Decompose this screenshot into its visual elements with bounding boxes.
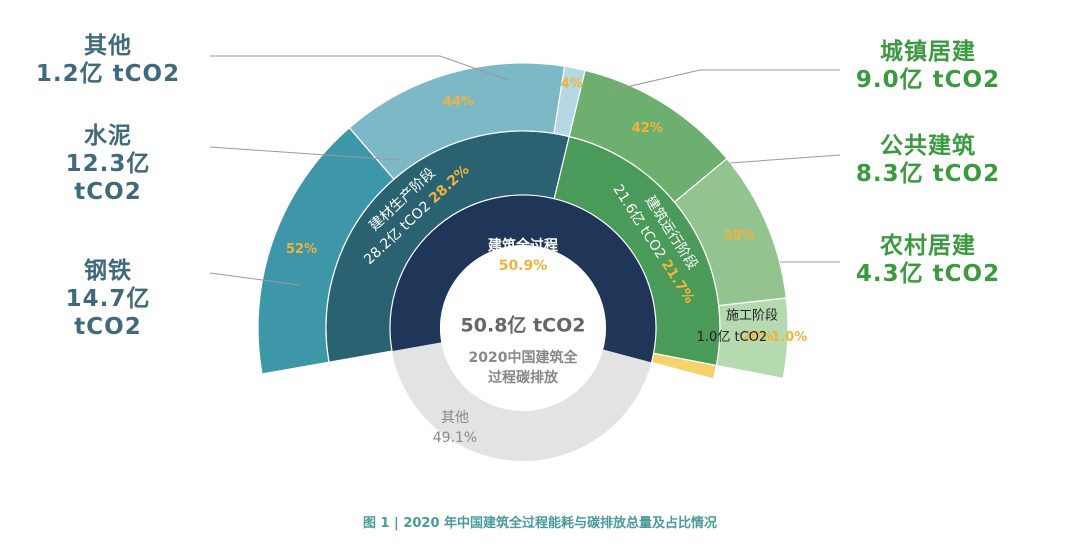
stage-segment-2 xyxy=(650,352,718,380)
inner-ring-other xyxy=(392,342,652,462)
category-share-label: 42% xyxy=(632,121,663,136)
other-segment-share: 49.1% xyxy=(433,430,477,446)
category-share-label: 20% xyxy=(742,330,773,345)
leader-line xyxy=(729,154,841,164)
leader-line xyxy=(604,69,840,93)
construction-stage-name: 施工阶段 xyxy=(726,309,778,324)
category-share-label: 38% xyxy=(724,228,755,243)
inner-segment-share: 50.9% xyxy=(499,258,548,274)
inner-segment-name: 建筑全过程 xyxy=(488,237,558,254)
category-share-label: 4% xyxy=(561,76,583,91)
label-other-materials: 其他 1.2亿 tCO2 xyxy=(35,33,181,87)
construction-stage-value: 1.0亿 tCO2 1.0% xyxy=(697,330,808,345)
inner-ring-construction xyxy=(390,195,656,363)
category-share-label: 52% xyxy=(286,242,317,257)
center-title-line1: 2020中国建筑全 xyxy=(469,349,579,366)
label-rural-residential: 农村居建 4.3亿 tCO2 xyxy=(855,233,1001,287)
other-segment-name: 其他 xyxy=(441,410,469,426)
figure-caption: 图 1 | 2020 年中国建筑全过程能耗与碳排放总量及占比情况 xyxy=(362,516,718,531)
center-hole xyxy=(440,245,606,411)
center-title-line2: 过程碳排放 xyxy=(488,369,559,386)
leader-line xyxy=(209,146,399,161)
category-segment xyxy=(715,297,789,380)
leader-line xyxy=(209,272,301,286)
label-cement: 水泥 12.3亿 tCO2 xyxy=(65,123,151,205)
label-urban-residential: 城镇居建 9.0亿 tCO2 xyxy=(855,39,1001,93)
label-steel: 钢铁 14.7亿 tCO2 xyxy=(65,258,151,340)
category-share-label: 44% xyxy=(443,95,474,110)
center-total: 50.8亿 tCO2 xyxy=(461,314,586,337)
leader-line xyxy=(210,55,509,81)
label-public-buildings: 公共建筑 8.3亿 tCO2 xyxy=(855,133,1001,187)
